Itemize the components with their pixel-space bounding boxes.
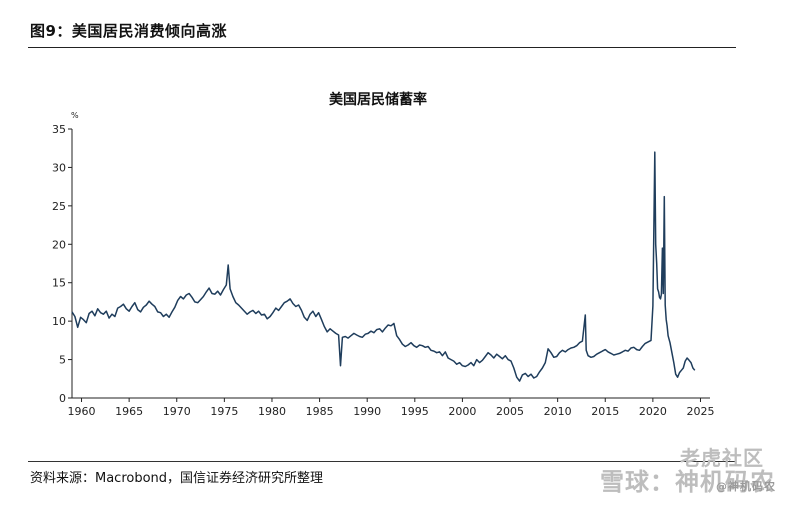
axes [71,129,710,399]
x-tick-label: 2000 [448,405,476,418]
x-tick-label: 2005 [496,405,524,418]
y-axis-unit-label: % [71,111,79,120]
x-tick-label: 2025 [686,405,714,418]
series-lines [71,151,696,382]
x-tick-label: 1980 [258,405,286,418]
y-tick-label: 25 [52,200,66,213]
x-tick-label: 1975 [210,405,238,418]
watermark-text: 老虎社区 [680,446,764,470]
watermark-text: @神机码农 [716,480,776,493]
y-tick-label: 35 [52,123,66,136]
y-tick-label: 30 [52,161,66,174]
title-rule [28,47,736,48]
x-tick-label: 1985 [306,405,334,418]
y-tick-label: 15 [52,277,66,290]
x-tick-label: 1995 [401,405,429,418]
y-tick-label: 10 [52,315,66,328]
x-tick-label: 1970 [163,405,191,418]
x-tick-label: 2010 [544,405,572,418]
y-tick-label: 20 [52,238,66,251]
watermark-text: 雪球：神机码农 [600,468,775,496]
x-tick-label: 2020 [639,405,667,418]
savings-rate-line [71,151,696,382]
bottom-rule [28,461,736,462]
x-tick-label: 1965 [115,405,143,418]
y-tick-label: 5 [59,354,66,367]
y-tick-label: 0 [59,392,66,405]
x-tick-label: 2015 [591,405,619,418]
chart-title: 美国居民储蓄率 [329,91,427,108]
source-note: 资料来源：Macrobond，国信证券经济研究所整理 [30,471,324,486]
figure-title: 图9：美国居民消费倾向高涨 [30,22,227,40]
x-tick-label: 1990 [353,405,381,418]
x-tick-label: 1960 [68,405,96,418]
